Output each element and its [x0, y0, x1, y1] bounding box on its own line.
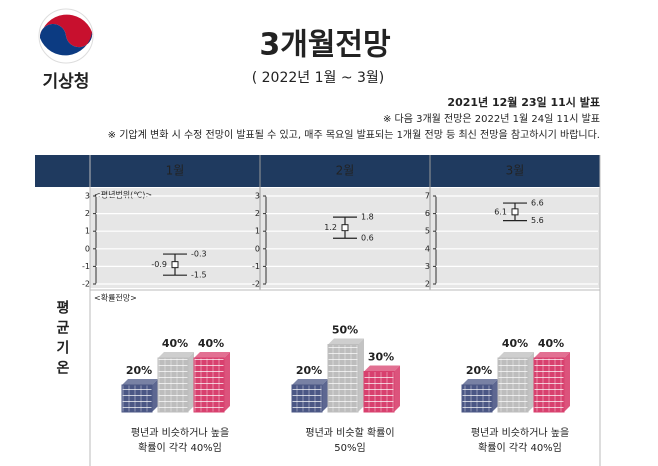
prob-label: 40% [502, 337, 528, 350]
block-top [534, 352, 570, 358]
block-top [364, 365, 400, 372]
y-tick-label: 7 [425, 192, 430, 201]
block-side [152, 379, 158, 412]
y-tick-label: 5 [425, 227, 430, 236]
month-label: 1월 [166, 164, 185, 178]
prob-block [462, 379, 498, 412]
prob-label: 40% [162, 337, 188, 350]
block-front [193, 357, 225, 413]
block-top [122, 379, 158, 385]
prob-label: <확률전망> [94, 293, 137, 303]
block-front [461, 384, 493, 413]
block-front [157, 357, 189, 413]
mid-label: -0.9 [151, 260, 167, 269]
issued: 2021년 12월 23일 11시 발표 [447, 95, 600, 109]
y-tick-label: 2 [85, 209, 90, 218]
prob-block [534, 352, 570, 412]
y-tick-label: 3 [425, 262, 430, 271]
prob-block [122, 379, 158, 412]
caption: 평년과 비슷할 확률이 [305, 427, 394, 439]
mid-label: 1.2 [324, 223, 337, 232]
prob-label: 50% [332, 324, 358, 337]
mid-marker [341, 224, 349, 232]
block-side [322, 379, 328, 412]
logo [38, 8, 94, 64]
block-side [564, 352, 570, 412]
mid-marker [511, 208, 519, 216]
month-label: 3월 [506, 164, 525, 178]
block-side [492, 379, 498, 412]
y-tick-label: 2 [255, 209, 260, 218]
caption: 평년과 비슷하거나 높을 [131, 426, 229, 439]
block-top [498, 352, 534, 358]
y-tick-label: 1 [255, 227, 260, 236]
block-top [194, 352, 230, 358]
block-top [158, 352, 194, 358]
block-side [188, 352, 194, 412]
block-top [462, 379, 498, 385]
prob-label: 20% [466, 364, 492, 377]
mid-label: 6.1 [494, 207, 507, 216]
caption: 확률이 각각 40%임 [478, 441, 562, 454]
low-label: 5.6 [531, 216, 544, 225]
y-tick-label: -2 [82, 280, 90, 289]
block-front [363, 371, 395, 413]
low-label: -1.5 [191, 271, 207, 280]
prob-label: 20% [296, 364, 322, 377]
prob-block [292, 379, 328, 412]
range-label: <평년범위(℃)> [94, 190, 152, 200]
mid-marker [171, 261, 179, 269]
prob-block [194, 352, 230, 412]
prob-block [498, 352, 534, 412]
y-tick-label: 6 [425, 209, 430, 218]
y-tick-label: 3 [255, 192, 260, 201]
block-side [528, 352, 534, 412]
low-label: 0.6 [361, 234, 374, 243]
block-top [328, 338, 364, 345]
block-side [358, 338, 364, 412]
row-label: 평균기온 [54, 299, 70, 380]
title: 3개월전망 [259, 28, 391, 63]
agency: 기상청 [43, 71, 90, 92]
block-side [394, 365, 400, 412]
caption: 확률이 각각 40%임 [138, 441, 222, 454]
month-label: 2월 [336, 164, 355, 178]
block-front [291, 384, 323, 413]
high-label: 6.6 [531, 199, 544, 208]
y-tick-label: -1 [252, 262, 260, 271]
header-band [35, 155, 600, 187]
prob-label: 40% [538, 337, 564, 350]
y-tick-label: 1 [85, 227, 90, 236]
prob-block [158, 352, 194, 412]
block-top [292, 379, 328, 385]
block-front [327, 344, 359, 413]
block-front [497, 357, 529, 413]
prob-label: 20% [126, 364, 152, 377]
y-tick-label: 4 [425, 244, 430, 253]
y-tick-label: 3 [85, 192, 90, 201]
prob-label: 30% [368, 351, 394, 364]
block-side [224, 352, 230, 412]
caption: 50%임 [334, 441, 365, 454]
prob-block [364, 365, 400, 412]
y-tick-label: -1 [82, 262, 90, 271]
note: ※ 기압계 변화 시 수정 전망이 발표될 수 있고, 매주 목요일 발표되는 … [108, 128, 600, 141]
high-label: 1.8 [361, 213, 374, 222]
high-label: -0.3 [191, 250, 207, 259]
y-tick-label: 2 [425, 280, 430, 289]
prob-label: 40% [198, 337, 224, 350]
prob-block [328, 338, 364, 412]
period: ( 2022년 1월 ~ 3월) [252, 70, 385, 86]
caption: 평년과 비슷하거나 높을 [471, 426, 569, 439]
block-front [121, 384, 153, 413]
y-tick-label: 0 [255, 244, 260, 253]
block-front [533, 357, 565, 413]
note: ※ 다음 3개월 전망은 2022년 1월 24일 11시 발표 [383, 113, 600, 125]
y-tick-label: 0 [85, 244, 90, 253]
y-tick-label: -2 [252, 280, 260, 289]
